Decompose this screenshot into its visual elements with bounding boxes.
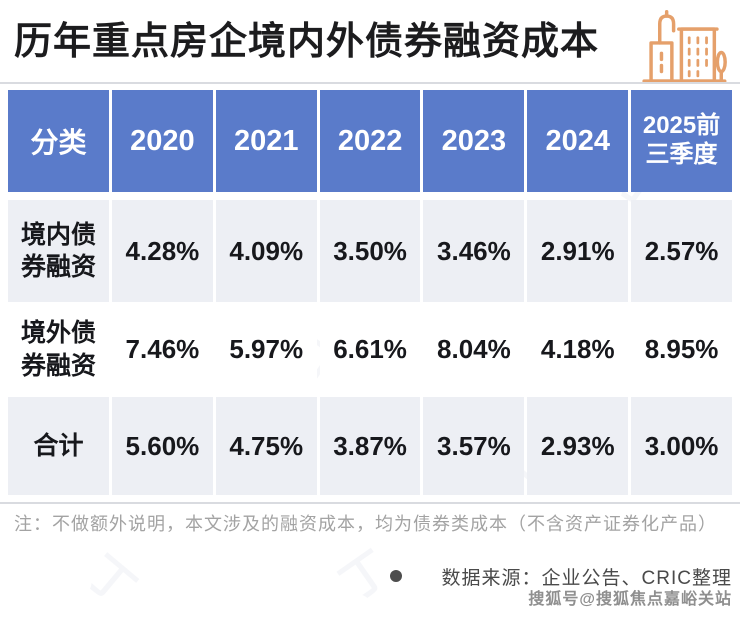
row-label: 境外债 券融资 (8, 302, 109, 397)
table-cell: 2.91% (527, 200, 629, 302)
table-cell: 8.04% (423, 302, 525, 397)
table-cell: 4.18% (527, 302, 629, 397)
table-cell: 3.46% (423, 200, 525, 302)
page-title: 历年重点房企境内外债券融资成本 (14, 21, 600, 63)
table-cell: 3.50% (319, 200, 421, 302)
table-cell: 2.93% (527, 397, 629, 495)
title-bar: 历年重点房企境内外债券融资成本 (14, 10, 730, 83)
header-cell-category: 分类 (8, 90, 109, 192)
table-row-total: 合计 5.60% 4.75% 3.87% 3.57% 2.93% 3.00% (8, 397, 732, 495)
sohu-account-watermark: 搜狐号@搜狐焦点嘉峪关站 (528, 591, 732, 608)
header-cell-2022: 2022 (319, 90, 421, 192)
table-cell: 5.97% (215, 302, 317, 397)
footnote: 注：不做额外说明，本文涉及的融资成本，均为债券类成本（不含资产证券化产品） (14, 514, 717, 534)
table-cell: 5.60% (112, 397, 213, 495)
table-cell: 3.57% (423, 397, 525, 495)
table-cell: 8.95% (631, 302, 732, 397)
table-cell: 4.75% (215, 397, 317, 495)
bullet-icon (389, 570, 402, 582)
header-cell-2021: 2021 (215, 90, 317, 192)
table-row-overseas: 境外债 券融资 7.46% 5.97% 6.61% 8.04% 4.18% 8.… (8, 302, 732, 397)
table-cell: 7.46% (112, 302, 213, 397)
header-cell-2020: 2020 (112, 90, 213, 192)
title-divider (0, 82, 740, 84)
header-cell-2024: 2024 (527, 90, 629, 192)
table-row-domestic: 境内债 券融资 4.28% 4.09% 3.50% 3.46% 2.91% 2.… (8, 200, 732, 302)
table-divider (0, 502, 740, 504)
header-cell-2023: 2023 (423, 90, 525, 192)
table-body: 境内债 券融资 4.28% 4.09% 3.50% 3.46% 2.91% 2.… (8, 200, 732, 495)
table-cell: 6.61% (319, 302, 421, 397)
table-cell: 2.57% (631, 200, 732, 302)
header-cell-2025q3: 2025前三季度 (631, 90, 732, 192)
table-cell: 4.28% (112, 200, 213, 302)
table-cell: 3.87% (319, 397, 421, 495)
table-cell: 3.00% (631, 397, 732, 495)
financing-cost-table: 分类 2020 2021 2022 2023 2024 2025前三季度 境内债… (8, 90, 732, 495)
source-line: 数据来源：企业公告、CRIC整理 (0, 564, 732, 589)
row-label: 合计 (8, 397, 109, 495)
data-source-text: 数据来源：企业公告、CRIC整理 (441, 567, 732, 589)
row-label: 境内债 券融资 (8, 200, 109, 302)
buildings-icon (642, 10, 727, 83)
table-header-row: 分类 2020 2021 2022 2023 2024 2025前三季度 (8, 90, 732, 192)
table-cell: 4.09% (215, 200, 317, 302)
